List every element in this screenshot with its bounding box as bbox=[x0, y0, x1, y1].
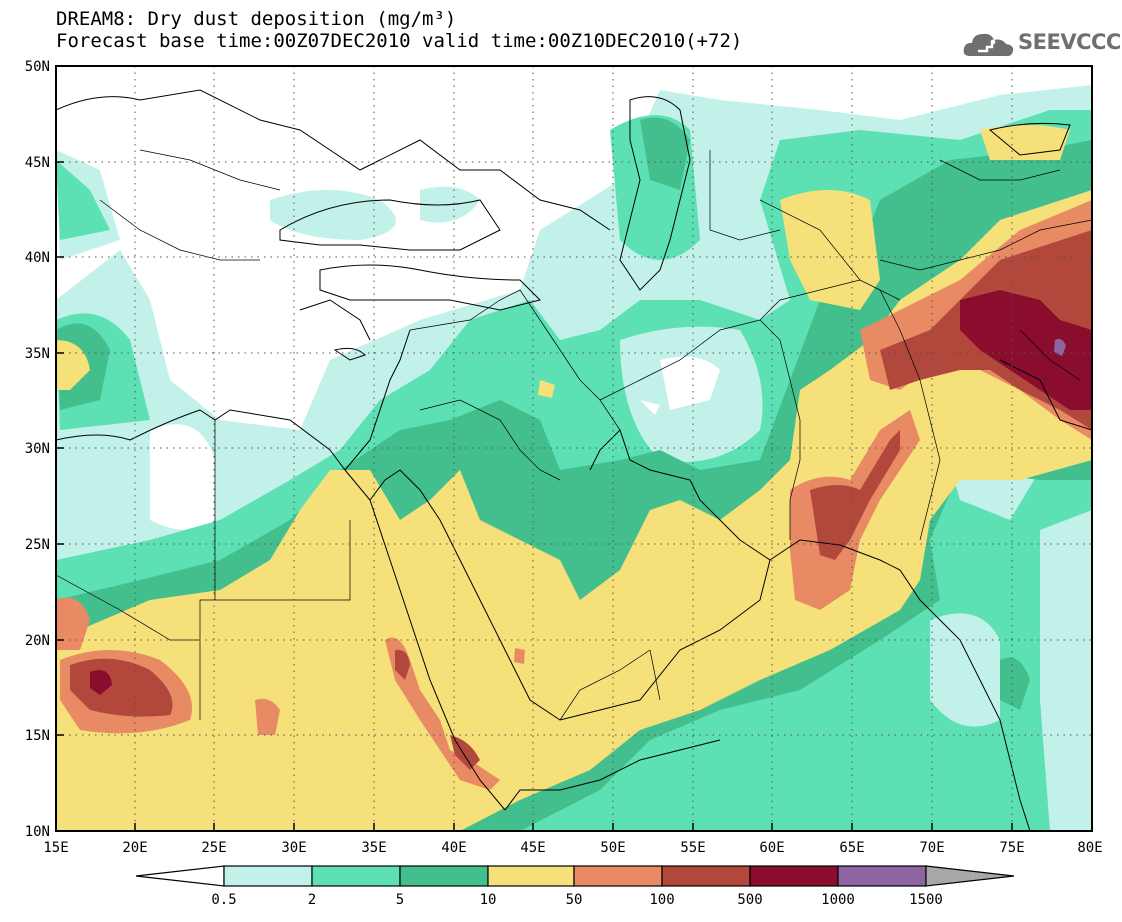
lon-label: 20E bbox=[122, 840, 147, 856]
contour-1000-1500 bbox=[1054, 338, 1066, 356]
colorbar-segment bbox=[837, 865, 927, 887]
contour-0.5-2 bbox=[270, 190, 396, 240]
contour-50-100 bbox=[56, 597, 90, 650]
graticule bbox=[56, 66, 1092, 831]
lat-label: 15N bbox=[25, 728, 50, 744]
colorbar-segment bbox=[311, 865, 401, 887]
lon-label: 75E bbox=[999, 840, 1024, 856]
contour-50-100 bbox=[514, 648, 525, 664]
contour-2-5 bbox=[56, 160, 110, 240]
cloud-icon bbox=[963, 33, 1014, 57]
longitude-labels: 15E 20E 25E 30E 35E 40E 45E 50E 55E 60E … bbox=[43, 840, 1102, 856]
contour-50-100 bbox=[255, 698, 280, 735]
colorbar-label: 0.5 bbox=[211, 892, 236, 908]
lon-label: 80E bbox=[1077, 840, 1102, 856]
lat-label: 10N bbox=[25, 824, 50, 840]
contour-10-50 bbox=[780, 190, 880, 310]
colorbar-label: 100 bbox=[649, 892, 674, 908]
colorbar-low-arrow bbox=[135, 865, 225, 887]
map-title: DREAM8: Dry dust deposition (mg/m³) bbox=[56, 8, 457, 30]
colorbar-label: 5 bbox=[396, 892, 404, 908]
lon-label: 65E bbox=[839, 840, 864, 856]
country-borders bbox=[56, 149, 1092, 721]
coastlines bbox=[56, 89, 1092, 831]
lat-label: 20N bbox=[25, 633, 50, 649]
contour-500-1000 bbox=[90, 670, 112, 695]
lon-label: 50E bbox=[600, 840, 625, 856]
colorbar-label: 1000 bbox=[821, 892, 855, 908]
contour-100-500 bbox=[810, 430, 900, 560]
forecast-time-subtitle: Forecast base time:00Z07DEC2010 valid ti… bbox=[56, 30, 743, 52]
colorbar-segment bbox=[661, 865, 751, 887]
colorbar-labels: 0.5 2 5 10 50 100 500 1000 1500 bbox=[211, 892, 943, 908]
lon-label: 35E bbox=[361, 840, 386, 856]
colorbar-segment bbox=[749, 865, 839, 887]
lon-label: 40E bbox=[441, 840, 466, 856]
lat-label: 45N bbox=[25, 155, 50, 171]
lat-label: 50N bbox=[25, 59, 50, 75]
contour-5-10 bbox=[1000, 657, 1030, 710]
lat-label: 40N bbox=[25, 250, 50, 266]
lon-label: 30E bbox=[281, 840, 306, 856]
colorbar-segment bbox=[487, 865, 575, 887]
colorbar-segment bbox=[573, 865, 663, 887]
colorbar-segment bbox=[223, 865, 313, 887]
lon-label: 15E bbox=[43, 840, 68, 856]
colorbar-label: 500 bbox=[737, 892, 762, 908]
lat-label: 35N bbox=[25, 346, 50, 362]
contour-10-50 bbox=[538, 380, 555, 398]
contour-500-1000 bbox=[960, 290, 1092, 410]
contour-10-50 bbox=[56, 340, 90, 390]
colorbar-high-arrow bbox=[925, 865, 1015, 887]
lon-label: 25E bbox=[201, 840, 226, 856]
colorbar-label: 50 bbox=[566, 892, 583, 908]
logo-text: SEEVCCC bbox=[1018, 30, 1121, 54]
lon-label: 55E bbox=[680, 840, 705, 856]
contour-10-50 bbox=[56, 190, 1092, 831]
lon-label: 60E bbox=[759, 840, 784, 856]
dust-field bbox=[56, 66, 1092, 831]
lon-label: 70E bbox=[919, 840, 944, 856]
lon-label: 45E bbox=[520, 840, 545, 856]
contour-5-10 bbox=[640, 117, 690, 190]
contour-50-100 bbox=[385, 637, 500, 790]
lat-label: 30N bbox=[25, 441, 50, 457]
contour-100-500 bbox=[395, 649, 410, 680]
colorbar-label: 10 bbox=[480, 892, 497, 908]
latitude-labels: 10N 15N 20N 25N 30N 35N 40N 45N 50N bbox=[25, 59, 50, 840]
colorbar-segment bbox=[399, 865, 489, 887]
colorbar bbox=[135, 865, 1015, 887]
lat-label: 25N bbox=[25, 537, 50, 553]
seevccc-logo: SEEVCCC bbox=[962, 26, 1121, 62]
colorbar-label: 2 bbox=[308, 892, 316, 908]
colorbar-label: 1500 bbox=[909, 892, 943, 908]
axis-ticks bbox=[55, 161, 1093, 831]
